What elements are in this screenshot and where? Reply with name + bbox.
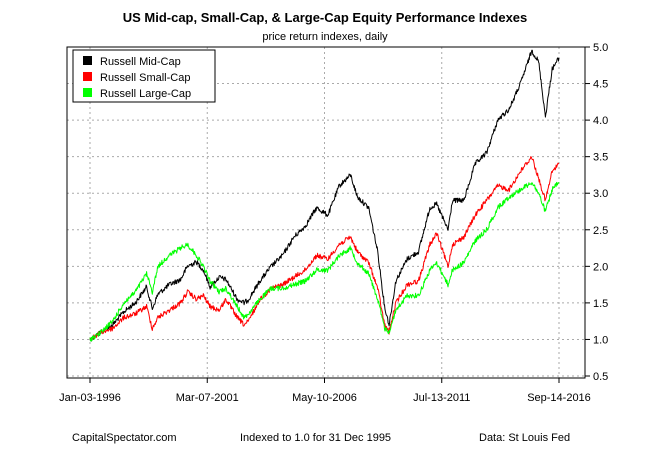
legend-label-mid-cap: Russell Mid-Cap	[100, 56, 181, 68]
footer-source: CapitalSpectator.com	[72, 432, 177, 444]
footer-data-credit: Data: St Louis Fed	[479, 432, 570, 444]
y-tick-label: 4.0	[593, 115, 608, 127]
y-tick-label: 0.5	[593, 371, 608, 383]
x-tick-label: Mar-07-2001	[176, 392, 239, 404]
y-tick-label: 2.5	[593, 225, 608, 237]
x-axis: Jan-03-1996 Mar-07-2001 May-10-2006 Jul-13-…	[59, 378, 591, 404]
legend: Russell Mid-Cap Russell Small-Cap Russel…	[72, 49, 216, 103]
x-tick-label: Jul-13-2011	[413, 392, 470, 404]
y-tick-label: 1.0	[593, 334, 608, 346]
y-tick-label: 1.5	[593, 298, 608, 310]
y-tick-label: 5.0	[593, 42, 608, 54]
chart-title: US Mid-cap, Small-Cap, & Large-Cap Equit…	[123, 10, 528, 25]
series-lines	[89, 49, 560, 342]
x-tick-label: Jan-03-1996	[59, 392, 121, 404]
x-tick-label: May-10-2006	[292, 392, 357, 404]
series-line-mid-cap	[89, 49, 560, 342]
y-tick-label: 3.0	[593, 188, 608, 200]
footer-note: Indexed to 1.0 for 31 Dec 1995	[240, 432, 391, 444]
legend-swatch-small-cap	[83, 72, 92, 81]
legend-label-large-cap: Russell Large-Cap	[100, 88, 191, 100]
y-tick-label: 2.0	[593, 261, 608, 273]
y-tick-label: 3.5	[593, 152, 608, 164]
legend-label-small-cap: Russell Small-Cap	[100, 72, 190, 84]
y-axis: 0.5 1.0 1.5 2.0 2.5 3.0 3.5 4.0 4.5 5.0	[585, 42, 608, 383]
series-line-small-cap	[89, 156, 560, 341]
x-tick-label: Sep-14-2016	[527, 392, 591, 404]
chart-subtitle: price return indexes, daily	[262, 31, 388, 43]
series-line-large-cap	[89, 181, 560, 342]
legend-box	[72, 49, 216, 103]
y-tick-label: 4.5	[593, 79, 608, 91]
legend-swatch-mid-cap	[83, 56, 92, 65]
plot-area	[66, 46, 586, 379]
legend-swatch-large-cap	[83, 88, 92, 97]
